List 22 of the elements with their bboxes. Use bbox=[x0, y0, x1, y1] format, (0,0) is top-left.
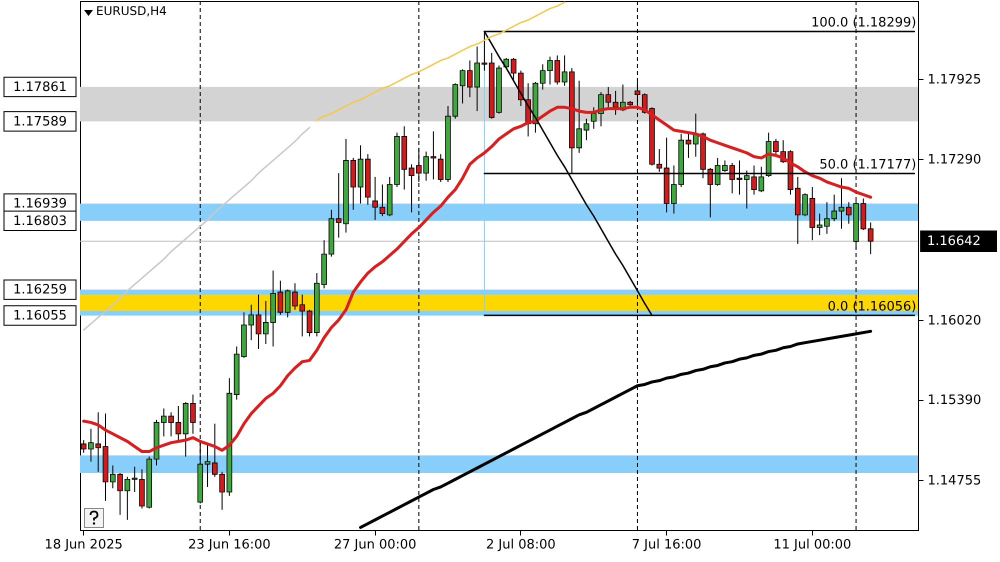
y-tick-label: 1.14755 bbox=[928, 474, 982, 489]
series-label: 0.0 (1.16056) bbox=[828, 299, 916, 314]
text: 1.16939 bbox=[13, 196, 67, 212]
x-tick-label: 11 Jul 00:00 bbox=[773, 538, 852, 552]
text: 1.17861 bbox=[13, 80, 67, 95]
x-tick-label: 7 Jul 16:00 bbox=[632, 538, 702, 552]
y-tick-label: 1.17290 bbox=[928, 152, 982, 168]
text: 1.17589 bbox=[13, 114, 67, 130]
text: 1.16055 bbox=[13, 308, 67, 324]
series-label: 100.0 (1.18299) bbox=[811, 16, 916, 30]
x-tick-label: 23 Jun 16:00 bbox=[188, 538, 271, 552]
text: 1.16803 bbox=[13, 214, 67, 229]
x-tick-label: 27 Jun 00:00 bbox=[334, 538, 416, 552]
text: 1.16259 bbox=[13, 282, 67, 298]
y-tick-label: 1.16020 bbox=[928, 313, 982, 328]
ref-line-label: 1.16642 bbox=[927, 234, 981, 250]
chart-title: EURUSD,H4 bbox=[96, 4, 167, 18]
y-tick-label: 1.17925 bbox=[928, 72, 982, 88]
y-tick-label: 1.15390 bbox=[928, 393, 982, 408]
x-tick-label: 18 Jun 2025 bbox=[44, 538, 123, 552]
legend-label: 50.0 (1.17177) bbox=[819, 157, 916, 172]
x-tick-label: 2 Jul 08:00 bbox=[486, 538, 556, 552]
